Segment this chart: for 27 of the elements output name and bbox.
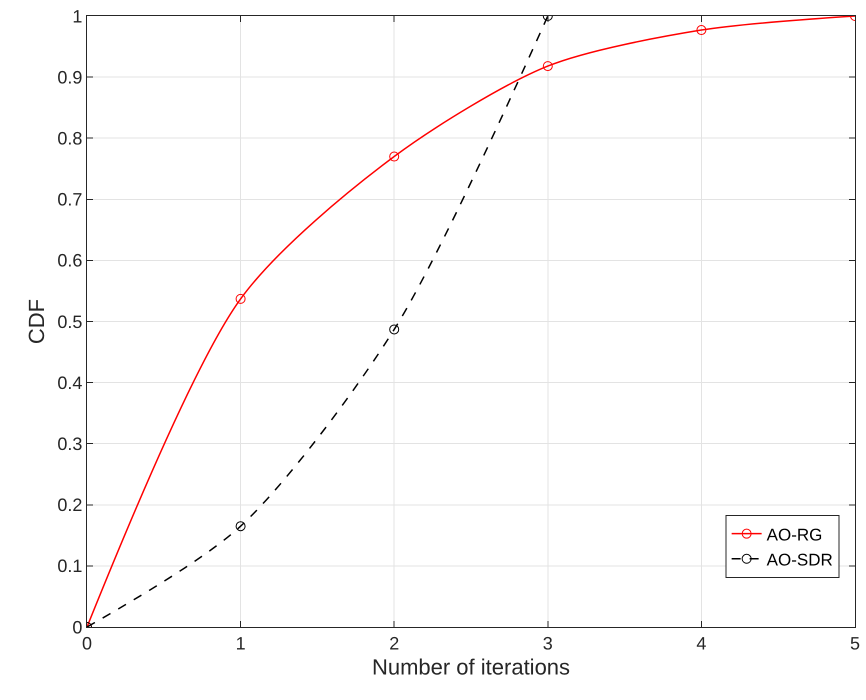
- y-tick-label: 0.2: [57, 495, 82, 516]
- y-tick-label: 1: [72, 6, 82, 26]
- y-tick-label: 0.4: [57, 372, 82, 393]
- y-axis-title: CDF: [24, 298, 50, 344]
- y-tick-label: 0.5: [57, 312, 82, 332]
- point: [389, 152, 400, 162]
- x-tick-label: 5: [850, 634, 860, 654]
- x-tick-label: 4: [696, 634, 706, 654]
- y-tick-label: 0.1: [57, 556, 82, 576]
- legend-label: AO-SDR: [766, 550, 833, 570]
- point: [236, 521, 246, 532]
- y-tick-label: 0: [72, 617, 82, 638]
- y-tick-label: 0.8: [57, 128, 82, 148]
- x-axis-title: Number of iterations: [372, 654, 570, 680]
- y-tick-label: 0.9: [57, 67, 82, 88]
- y-tick-label: 0.6: [57, 250, 82, 271]
- y-tick-label: 0.7: [57, 190, 82, 210]
- point: [236, 294, 246, 304]
- line-series: [87, 16, 855, 627]
- point: [542, 61, 553, 72]
- point: [389, 324, 400, 334]
- x-tick-label: 2: [389, 634, 400, 654]
- point: [696, 25, 706, 36]
- y-tick-label: 0.3: [57, 434, 82, 454]
- legend-label: AO-RG: [766, 525, 822, 544]
- x-tick-label: 3: [542, 634, 553, 654]
- x-tick-label: 1: [236, 634, 246, 654]
